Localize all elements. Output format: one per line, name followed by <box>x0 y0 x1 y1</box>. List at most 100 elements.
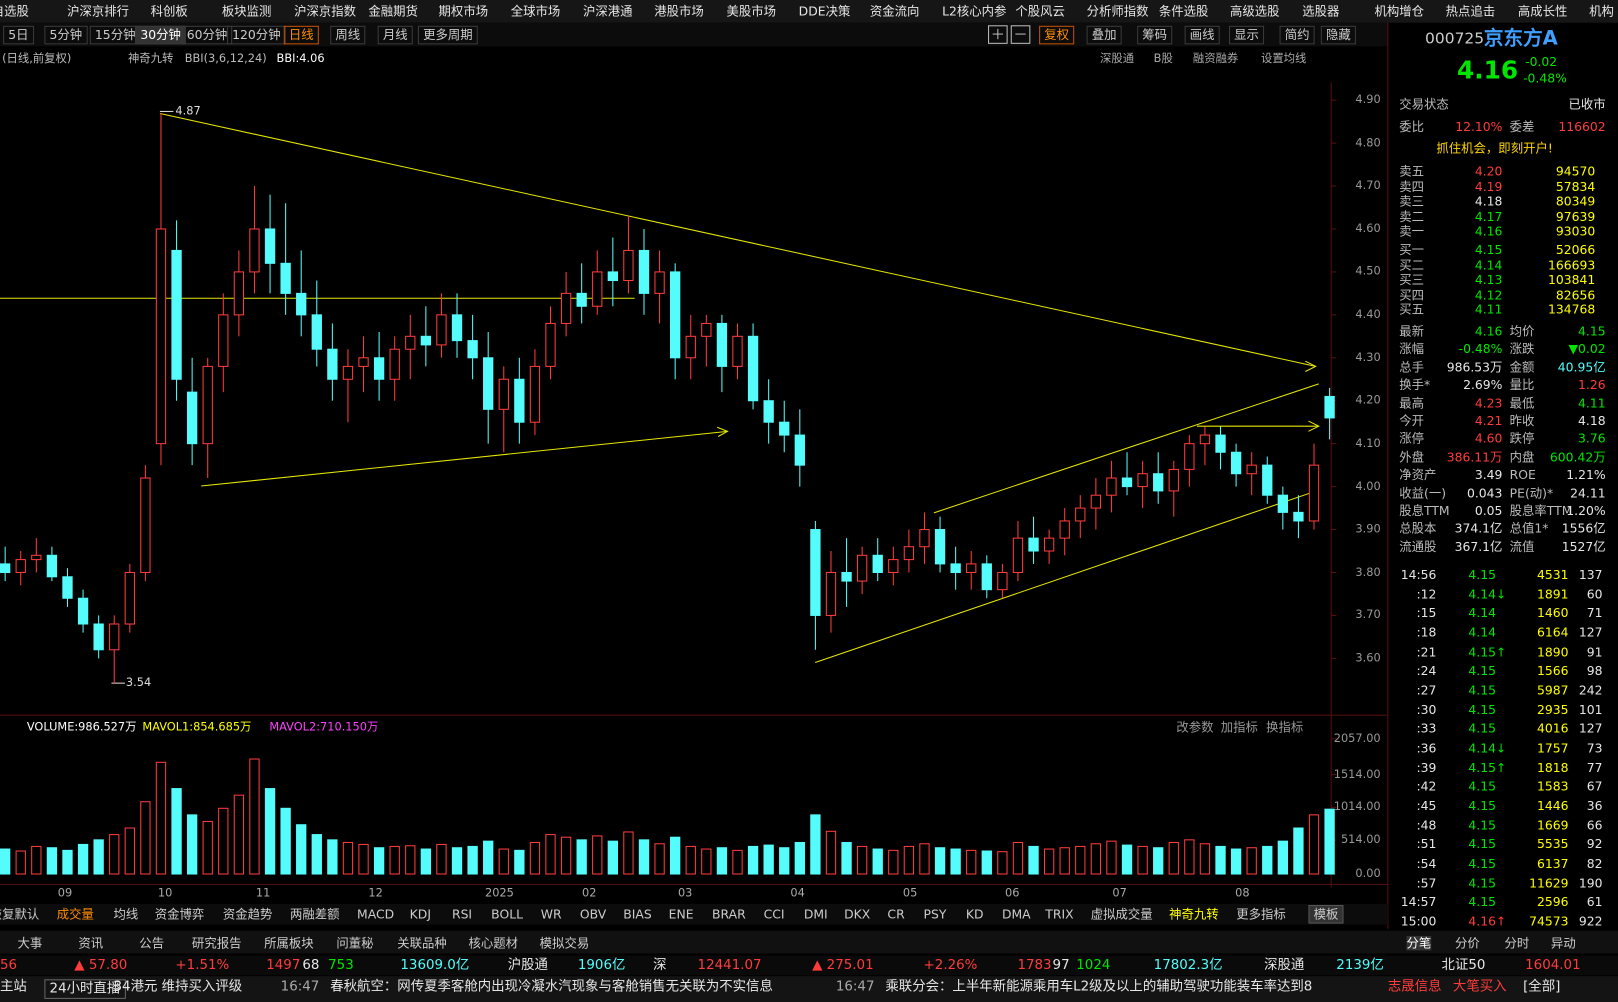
indicator-tab[interactable]: 均线 <box>113 907 139 922</box>
indicator-tab[interactable]: KDJ <box>409 907 431 922</box>
menu-item[interactable]: 高成长性 <box>1517 4 1568 19</box>
menu-item[interactable]: 资金流向 <box>869 4 920 19</box>
menu-item[interactable]: 科创板 <box>150 4 188 19</box>
tool-button[interactable]: 复权 <box>1039 25 1075 45</box>
news-item[interactable]: 乘联分会：上半年新能源乘用车L2级及以上的辅助驾驶功能装车率达到8 <box>885 978 1313 995</box>
menu-item[interactable]: 沪深港通 <box>583 4 633 19</box>
indicator-tool[interactable]: 改参数 <box>1176 720 1214 735</box>
info-tab[interactable]: 所属板块 <box>264 935 314 951</box>
indicator-tab[interactable]: DMA <box>1001 907 1031 922</box>
info-tab[interactable]: 关联品种 <box>397 935 447 951</box>
chart-option[interactable]: 设置均线 <box>1260 51 1307 66</box>
indicator-tab[interactable]: WR <box>540 907 562 922</box>
indicator-tab[interactable]: OBV <box>579 907 607 922</box>
info-tab[interactable]: 模拟交易 <box>539 935 590 951</box>
period-button[interactable]: 60分钟 <box>181 25 233 45</box>
period-button[interactable]: 30分钟 <box>135 25 187 45</box>
menu-item[interactable]: 全球市场 <box>510 4 561 19</box>
period-button[interactable]: 5日 <box>3 25 34 45</box>
chart-option[interactable]: B股 <box>1153 51 1173 66</box>
indicator-tab[interactable]: KD <box>965 907 984 922</box>
indicator-tool[interactable]: 加指标 <box>1220 720 1258 735</box>
indicator-tool[interactable]: 换指标 <box>1266 720 1304 735</box>
indicator-tab[interactable]: CCI <box>763 907 785 922</box>
indicator-tab[interactable]: 恢复默认 <box>0 907 40 922</box>
tool-button[interactable]: 简约 <box>1279 25 1315 45</box>
tool-button[interactable]: 画线 <box>1184 25 1220 45</box>
indicator-tab[interactable]: 成交量 <box>56 907 94 922</box>
indicator-tab[interactable]: DMI <box>803 907 828 922</box>
tool-button[interactable]: 叠加 <box>1086 25 1122 45</box>
indicator-tab[interactable]: 资金博弈 <box>154 907 205 922</box>
indicator-tab[interactable]: 神奇九转 <box>1169 907 1219 922</box>
chart-option[interactable]: 深股通 <box>1099 51 1135 66</box>
menu-item[interactable]: 沪深京指数 <box>294 4 357 19</box>
info-tab[interactable]: 大事 <box>17 935 43 951</box>
period-button[interactable]: 日线 <box>283 25 319 45</box>
indicator-tab[interactable]: PSY <box>923 907 947 922</box>
menu-item[interactable]: L2核心内参 <box>942 4 1007 19</box>
menu-item[interactable]: 热点追击 <box>1445 4 1496 19</box>
menu-item[interactable]: 分析师指数 <box>1086 4 1149 19</box>
menu-item[interactable]: 高级选股 <box>1230 4 1280 19</box>
menu-item[interactable]: 个股风云 <box>1015 4 1065 19</box>
promo-link[interactable]: 抓住机会，即刻开户! <box>1436 141 1553 156</box>
indicator-tab[interactable]: 两融差额 <box>289 907 340 922</box>
menu-item[interactable]: 沪深京排行 <box>67 4 130 19</box>
news-item[interactable]: 16:47 <box>280 978 320 995</box>
indicator-tab[interactable]: 模板 <box>1308 905 1344 924</box>
tool-button[interactable]: 隐藏 <box>1320 25 1356 45</box>
chart-option[interactable]: 融资融券 <box>1192 51 1239 66</box>
candle-body <box>451 314 463 342</box>
info-tab[interactable]: 研究报告 <box>191 935 242 951</box>
menu-item[interactable]: 期权市场 <box>438 4 489 19</box>
menu-item[interactable]: 条件选股 <box>1158 4 1209 19</box>
menu-item[interactable]: 板块监测 <box>221 4 272 19</box>
menu-item[interactable]: 机构增仓 <box>1374 4 1425 19</box>
indicator-tab[interactable]: 更多指标 <box>1236 907 1286 922</box>
tool-button[interactable]: 显示 <box>1228 25 1265 45</box>
indicator-tab[interactable]: TRIX <box>1045 907 1074 922</box>
indicator-tab[interactable]: DKX <box>844 907 871 922</box>
period-button[interactable]: 120分钟 <box>227 25 286 45</box>
period-button[interactable]: 5分钟 <box>44 25 88 45</box>
news-item[interactable]: 大笔买入 <box>1452 978 1507 995</box>
news-item[interactable]: 春秋航空：网传夏季客舱内出现冷凝水汽现象与客舱销售无关联为不实信息 <box>330 978 773 995</box>
news-item[interactable]: 16:47 <box>835 978 875 995</box>
period-button[interactable]: 月线 <box>377 25 413 45</box>
indicator-tab[interactable]: 资金趋势 <box>222 907 273 922</box>
menu-item[interactable]: 选股器 <box>1302 4 1340 19</box>
indicator-tab[interactable]: RSI <box>451 907 473 922</box>
indicator-tab[interactable]: BOLL <box>491 907 524 922</box>
menu-item[interactable]: DDE决策 <box>798 4 851 19</box>
indicator-tab[interactable]: MACD <box>357 907 395 922</box>
news-item[interactable]: 34港元 维持买入评级 <box>113 978 243 995</box>
menu-item[interactable]: 机构 <box>1589 4 1614 19</box>
indicator-tab[interactable]: BRAR <box>712 907 746 922</box>
info-tab[interactable]: 公告 <box>139 935 165 951</box>
label: 374.1亿 <box>1454 521 1503 536</box>
period-button[interactable]: 周线 <box>330 25 366 45</box>
menu-item[interactable]: 自选股 <box>0 4 29 19</box>
menu-item[interactable]: 港股市场 <box>654 4 704 19</box>
indicator-tab[interactable]: ENE <box>668 907 694 922</box>
indicator-tab[interactable]: 虚拟成交量 <box>1090 907 1153 922</box>
quote-tab[interactable]: 异动 <box>1550 935 1576 951</box>
indicator-tab[interactable]: BIAS <box>623 907 652 922</box>
info-tab[interactable]: 核心题材 <box>468 935 519 951</box>
news-item[interactable]: 志晟信息 <box>1387 978 1442 995</box>
tool-button[interactable]: 筹码 <box>1137 25 1173 45</box>
news-item[interactable]: 24小时直播 <box>44 978 126 999</box>
menu-item[interactable]: 美股市场 <box>726 4 776 19</box>
indicator-tab[interactable]: CR <box>887 907 905 922</box>
info-tab[interactable]: 问董秘 <box>336 935 374 951</box>
period-button[interactable]: 更多周期 <box>417 25 478 45</box>
quote-tab[interactable]: 分笔 <box>1406 935 1432 951</box>
quote-tab[interactable]: 分价 <box>1454 935 1480 951</box>
info-tab[interactable]: 资讯 <box>78 935 104 951</box>
menu-item[interactable]: 金融期货 <box>368 4 418 19</box>
quote-tab[interactable]: 分时 <box>1504 935 1530 951</box>
news-item[interactable]: [全部] <box>1523 978 1561 995</box>
period-button[interactable]: 15分钟 <box>89 25 141 45</box>
